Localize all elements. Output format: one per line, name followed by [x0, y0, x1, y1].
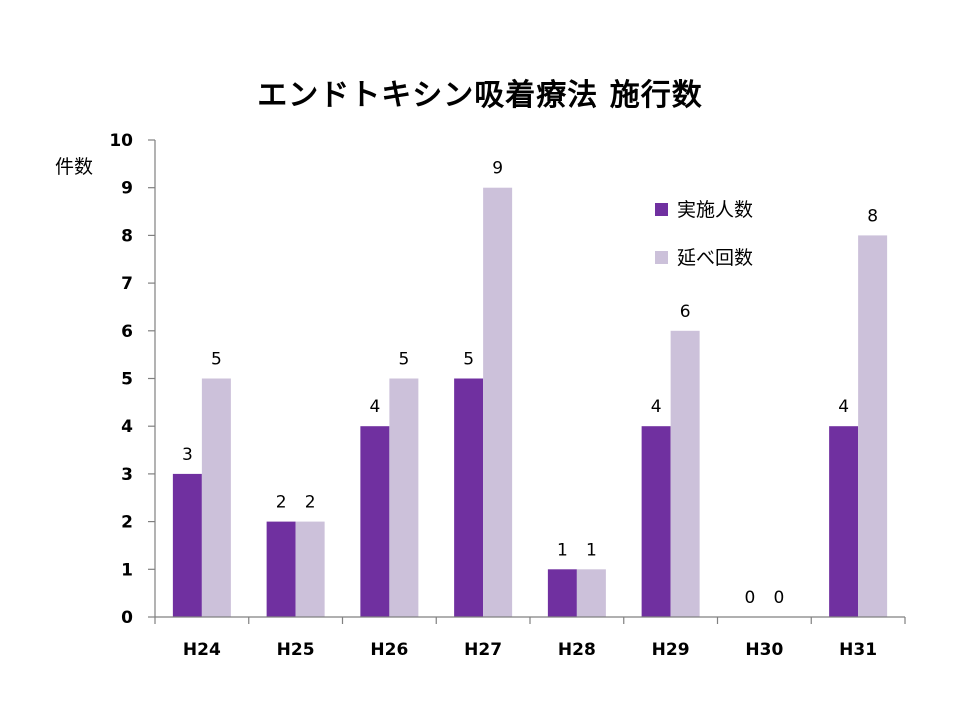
bar-series1 [454, 378, 484, 617]
data-label: 5 [463, 350, 474, 370]
x-tick-label: H29 [652, 640, 690, 660]
legend-label: 実施人数 [677, 199, 753, 221]
data-label: 3 [182, 445, 193, 465]
x-tick-label: H28 [558, 640, 596, 660]
y-axis-label: 件数 [55, 156, 93, 178]
legend-label: 延べ回数 [677, 247, 753, 269]
bar-series2 [483, 187, 513, 617]
y-tick-label: 1 [121, 560, 133, 580]
y-tick-label: 4 [121, 417, 133, 437]
bar-series2 [295, 521, 325, 617]
data-label: 2 [276, 493, 287, 513]
y-tick-label: 2 [121, 513, 133, 533]
x-tick-label: H26 [370, 640, 408, 660]
y-tick-label: 0 [121, 608, 133, 628]
x-tick-label: H31 [839, 640, 877, 660]
legend-swatch [655, 251, 668, 264]
bar-series2 [576, 569, 606, 617]
data-label: 4 [838, 397, 849, 417]
data-label: 4 [651, 397, 662, 417]
bar-series2 [670, 330, 700, 617]
bar-series2 [389, 378, 419, 617]
x-tick-label: H30 [745, 640, 783, 660]
x-tick-label: H24 [183, 640, 221, 660]
bar-series1 [641, 426, 671, 617]
x-tick-label: H27 [464, 640, 502, 660]
bar-series1 [829, 426, 859, 617]
bar-series1 [266, 521, 296, 617]
data-label: 1 [586, 540, 597, 560]
y-tick-label: 3 [121, 465, 133, 485]
data-label: 6 [680, 302, 691, 322]
data-label: 0 [744, 588, 755, 608]
y-tick-label: 8 [121, 226, 133, 246]
data-label: 2 [305, 493, 316, 513]
data-label: 8 [867, 206, 878, 226]
y-tick-label: 6 [121, 322, 133, 342]
data-label: 5 [398, 350, 409, 370]
x-tick-label: H25 [277, 640, 315, 660]
y-tick-label: 5 [121, 370, 133, 390]
data-label: 0 [773, 588, 784, 608]
data-label: 4 [369, 397, 380, 417]
data-label: 1 [557, 540, 568, 560]
data-label: 9 [492, 159, 503, 179]
legend-swatch [655, 203, 668, 216]
y-tick-label: 7 [121, 274, 133, 294]
bar-series2 [858, 235, 888, 617]
bar-series1 [360, 426, 390, 617]
bar-series2 [201, 378, 231, 617]
bar-series1 [172, 473, 202, 617]
y-tick-label: 10 [109, 131, 133, 151]
y-tick-label: 9 [121, 179, 133, 199]
chart-title: エンドトキシン吸着療法 施行数 [257, 78, 703, 113]
bar-series1 [547, 569, 577, 617]
data-label: 5 [211, 350, 222, 370]
